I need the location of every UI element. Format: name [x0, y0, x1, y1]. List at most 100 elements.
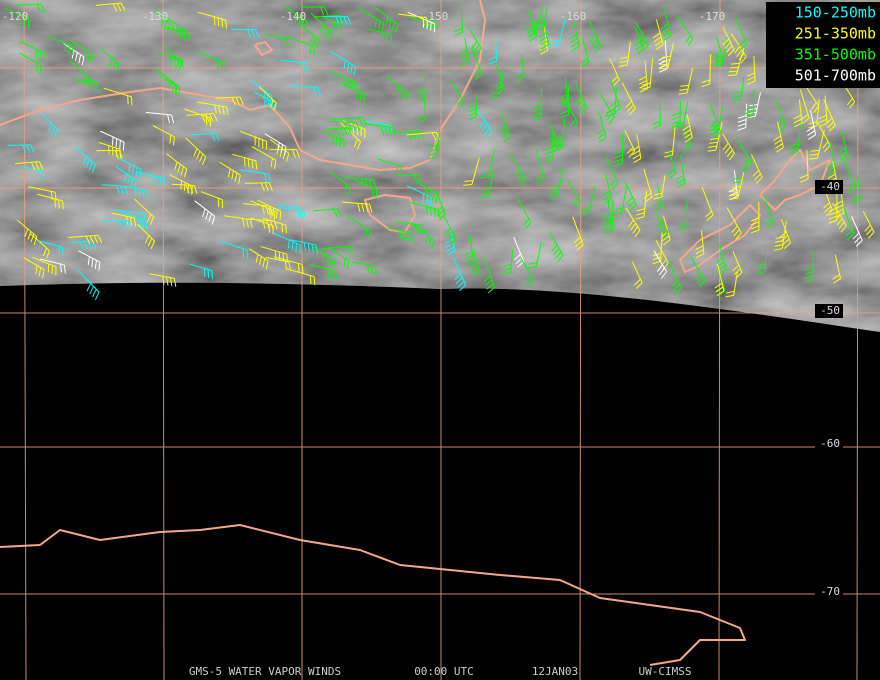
barb-shaft: [832, 202, 847, 226]
barb-flag: [528, 280, 535, 288]
barb-flag: [637, 47, 645, 55]
barb-shaft: [220, 240, 248, 251]
legend-entry: 150-250mb: [795, 4, 876, 22]
barb-shaft: [667, 41, 675, 68]
barb-flag: [679, 88, 689, 91]
barb-flag: [214, 104, 217, 114]
barb-flag: [454, 273, 462, 281]
barb-flag: [619, 56, 629, 60]
barb-shaft: [224, 215, 251, 221]
barb-flag: [632, 154, 641, 160]
barb-flag: [544, 146, 554, 151]
barb-flag: [163, 20, 168, 30]
barb-shaft: [327, 247, 350, 261]
barb-flag: [708, 145, 717, 148]
barb-shaft: [342, 201, 370, 205]
barb-flag: [264, 173, 267, 183]
barb-flag: [551, 141, 559, 149]
barb-flag: [719, 268, 727, 275]
barb-flag: [109, 58, 114, 67]
barb-flag: [124, 173, 127, 182]
barb-shaft: [185, 137, 207, 158]
barb-flag: [83, 241, 89, 250]
barb-flag: [626, 147, 634, 154]
barb-flag: [682, 125, 690, 131]
barb-flag: [716, 257, 724, 264]
barb-flag: [284, 261, 288, 270]
barb-flag: [522, 218, 530, 226]
wind-barb: [393, 130, 424, 140]
wind-barb: [285, 5, 308, 31]
barb-shaft: [436, 128, 441, 157]
barb-shaft: [606, 157, 619, 184]
barb-flag: [255, 160, 258, 170]
legend-bg: [766, 2, 880, 88]
barb-shaft: [251, 146, 277, 161]
wind-barb: [449, 80, 465, 109]
barb-flag: [343, 127, 348, 136]
barb-shaft: [158, 52, 183, 60]
wind-barb: [535, 149, 545, 184]
barb-flag: [490, 95, 500, 99]
barb-shaft: [197, 11, 226, 21]
barb-flag: [712, 128, 720, 135]
barb-flag: [695, 249, 704, 255]
barb-flag: [711, 124, 719, 131]
barb-flag: [353, 66, 357, 76]
barb-shaft: [605, 174, 612, 200]
barb-flag: [704, 210, 712, 218]
barb-flag: [343, 258, 347, 267]
barb-flag: [135, 167, 138, 176]
barb-flag: [425, 206, 429, 215]
barb-flag: [128, 163, 131, 173]
barb-flag: [737, 127, 746, 131]
barb-shaft: [548, 231, 564, 256]
barb-flag: [30, 162, 36, 171]
barb-flag: [774, 139, 782, 145]
barb-flag: [335, 16, 340, 25]
barb-shaft: [358, 8, 384, 24]
barb-flag: [747, 80, 756, 85]
barb-flag: [326, 255, 329, 265]
barb-flag: [59, 263, 62, 273]
barb-flag: [634, 40, 642, 47]
barb-flag: [630, 223, 637, 231]
barb-shaft: [834, 254, 842, 279]
barb-flag: [652, 120, 661, 126]
barb-flag: [752, 169, 760, 177]
barb-flag: [626, 196, 634, 204]
barb-flag: [846, 233, 854, 241]
barb-flag: [724, 41, 731, 49]
barb-flag: [530, 21, 540, 24]
barb-flag: [444, 227, 451, 235]
wind-barb: [32, 256, 57, 276]
barb-flag: [346, 62, 350, 72]
barb-flag: [156, 176, 159, 186]
barb-flag: [604, 229, 613, 234]
barb-flag: [661, 59, 670, 62]
barb-flag: [464, 250, 473, 256]
barb-shaft: [797, 123, 801, 152]
barb-flag: [85, 159, 90, 168]
barb-flag: [738, 39, 746, 47]
barb-shaft: [155, 68, 179, 87]
barb-flag: [429, 148, 439, 152]
barb-flag: [146, 213, 152, 223]
barb-flag: [580, 57, 589, 64]
barb-flag: [78, 54, 82, 64]
wind-barb: [73, 79, 99, 90]
barb-flag: [810, 149, 820, 152]
barb-flag: [750, 221, 760, 226]
barb-flag: [93, 235, 99, 244]
barb-flag: [417, 87, 426, 92]
barb-flag: [515, 72, 524, 78]
barb-flag: [717, 261, 725, 268]
barb-flag: [793, 114, 802, 120]
barb-shaft: [385, 76, 410, 94]
barb-flag: [656, 221, 662, 230]
barb-flag: [279, 211, 282, 220]
barb-flag: [168, 81, 173, 90]
barb-flag: [503, 136, 511, 143]
barb-flag: [684, 137, 693, 143]
